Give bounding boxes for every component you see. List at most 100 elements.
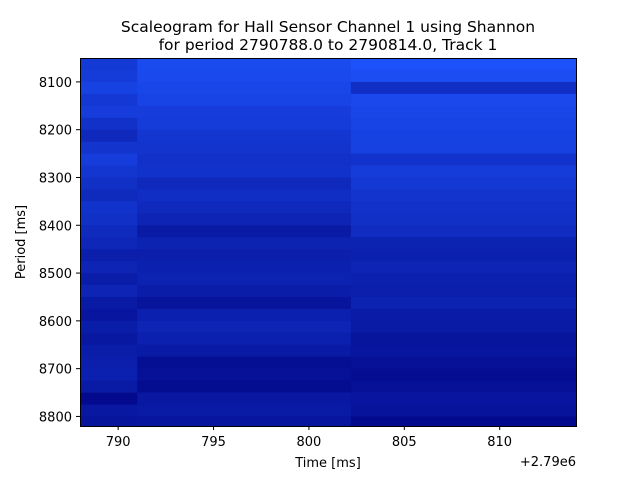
x-tick-label: 810 [487, 435, 512, 450]
heatmap-cell [137, 225, 352, 238]
heatmap-cell [80, 177, 138, 190]
heatmap-cell [350, 285, 577, 298]
x-tick-label: 805 [392, 435, 417, 450]
heatmap-cell [80, 261, 138, 274]
heatmap-cell [137, 249, 352, 262]
heatmap-cell [137, 129, 352, 143]
heatmap-cell [350, 261, 577, 274]
heatmap-cell [137, 189, 352, 202]
heatmap-cell [350, 416, 577, 427]
heatmap-cell [80, 153, 138, 166]
x-tick-label: 790 [106, 435, 131, 450]
heatmap-cell [137, 344, 352, 358]
y-tick-label: 8700 [39, 363, 72, 378]
x-axis: 790 795 800 805 810 [106, 426, 512, 450]
heatmap-cell [80, 213, 138, 226]
heatmap-cell [80, 273, 138, 286]
heatmap-cell [137, 213, 352, 226]
heatmap-cell [80, 189, 138, 202]
heatmap-cell [350, 296, 577, 310]
heatmap-cell [80, 141, 138, 154]
heatmap-cell [350, 93, 577, 107]
y-tick-label: 8400 [39, 219, 72, 234]
heatmap-cell [80, 165, 138, 178]
heatmap-cell [80, 81, 138, 95]
heatmap-cell [350, 273, 577, 286]
heatmap-cell [137, 356, 352, 370]
heatmap-cell [80, 69, 138, 83]
heatmap-cell [137, 332, 352, 346]
heatmap-cell [137, 380, 352, 393]
heatmap-cell [80, 320, 138, 334]
heatmap-cell [350, 320, 577, 334]
heatmap-cell [80, 249, 138, 262]
heatmap-cell [350, 177, 577, 190]
heatmap-cell [350, 344, 577, 358]
heatmap-cell [350, 368, 577, 381]
heatmap-cell [350, 213, 577, 226]
heatmap-cell [137, 58, 352, 71]
heatmap-cell [80, 237, 138, 250]
heatmap-cell [80, 201, 138, 214]
heatmap-cell [80, 93, 138, 107]
heatmap-cell [350, 380, 577, 393]
heatmap-cell [350, 69, 577, 83]
heatmap-cells [80, 58, 577, 427]
y-axis: 8100 8200 8300 8400 8500 8600 8700 8800 [39, 76, 80, 425]
heatmap-cell [137, 141, 352, 154]
heatmap-cell [350, 356, 577, 370]
heatmap-cell [137, 177, 352, 190]
heatmap-cell [137, 105, 352, 119]
heatmap-cell [80, 308, 138, 322]
x-tick-label: 800 [297, 435, 322, 450]
heatmap-cell [137, 201, 352, 214]
heatmap-cell [80, 285, 138, 298]
heatmap-cell [80, 344, 138, 358]
heatmap-cell [80, 392, 138, 405]
y-tick-label: 8300 [39, 171, 72, 186]
y-tick-label: 8100 [39, 76, 72, 91]
plot-frame [80, 58, 577, 427]
y-tick-label: 8200 [39, 124, 72, 139]
heatmap-cell [350, 332, 577, 346]
heatmap-cell [137, 165, 352, 178]
heatmap-cell [137, 285, 352, 298]
heatmap-cell [137, 416, 352, 427]
heatmap-cell [80, 105, 138, 119]
heatmap-cell [350, 308, 577, 322]
y-axis-label: Period [ms] [14, 205, 29, 279]
heatmap-cell [137, 93, 352, 107]
heatmap-cell [80, 225, 138, 238]
heatmap-cell [350, 105, 577, 119]
heatmap-cell [137, 261, 352, 274]
heatmap-cell [350, 404, 577, 417]
heatmap-cell [350, 117, 577, 131]
heatmap-cell [80, 380, 138, 393]
heatmap-cell [137, 237, 352, 250]
heatmap-cell [137, 69, 352, 83]
heatmap-cell [137, 117, 352, 131]
y-tick-label: 8800 [39, 410, 72, 425]
heatmap-cell [137, 368, 352, 381]
heatmap-cell [350, 141, 577, 154]
heatmap-cell [350, 249, 577, 262]
heatmap-cell [137, 320, 352, 334]
x-axis-label: Time [ms] [294, 456, 361, 471]
heatmap-cell [80, 356, 138, 370]
heatmap-cell [350, 153, 577, 166]
y-tick-label: 8600 [39, 315, 72, 330]
chart-title-line2: for period 2790788.0 to 2790814.0, Track… [159, 36, 498, 54]
heatmap-cell [80, 58, 138, 71]
heatmap-cell [80, 368, 138, 381]
heatmap-cell [137, 153, 352, 166]
chart-title-line1: Scaleogram for Hall Sensor Channel 1 usi… [121, 18, 535, 36]
heatmap-cell [350, 392, 577, 405]
heatmap-cell [350, 58, 577, 71]
heatmap-cell [137, 273, 352, 286]
heatmap-cell [137, 308, 352, 322]
heatmap-cell [80, 296, 138, 310]
heatmap-cell [350, 189, 577, 202]
heatmap-cell [80, 332, 138, 346]
heatmap-cell [350, 237, 577, 250]
